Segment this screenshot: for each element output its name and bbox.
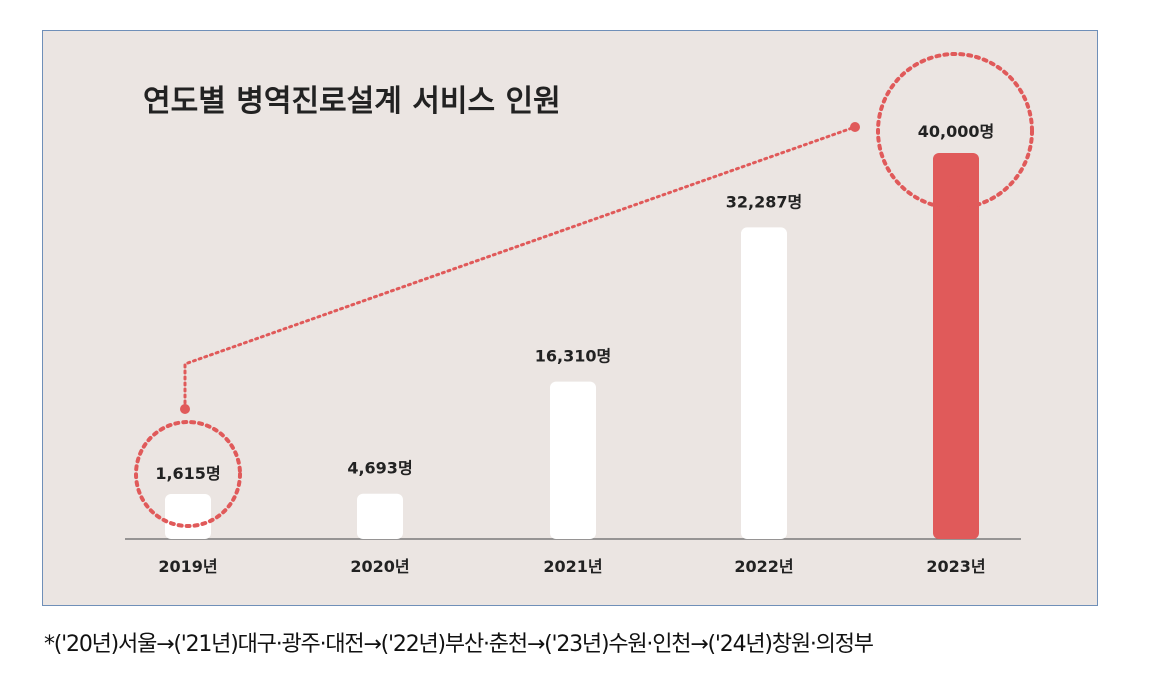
category-label-2022년: 2022년	[734, 557, 793, 576]
connector-start-dot	[180, 404, 190, 414]
value-label-2019년: 1,615명	[155, 464, 220, 483]
category-label-2021년: 2021년	[543, 557, 602, 576]
bar-2022년	[741, 227, 787, 539]
category-label-2020년: 2020년	[350, 557, 409, 576]
category-label-2023년: 2023년	[926, 557, 985, 576]
highlight-circle-2023	[876, 52, 1034, 210]
highlight-circle-2019	[134, 420, 242, 528]
value-label-2023년: 40,000명	[918, 122, 994, 141]
value-label-2021년: 16,310명	[535, 347, 611, 366]
trend-connector	[183, 125, 857, 411]
chart-panel: 연도별 병역진로설계 서비스 인원 1,615명 2019년 4,693명 2020년…	[42, 30, 1098, 606]
footnote: *('20년)서울→('21년)대구·광주·대전→('22년)부산·춘천→('2…	[44, 632, 874, 657]
bar-chart: 연도별 병역진로설계 서비스 인원 1,615명 2019년 4,693명 2020년…	[125, 52, 1034, 576]
category-label-2019년: 2019년	[158, 557, 217, 576]
bar-2023년	[933, 153, 979, 539]
bar-2019년	[165, 494, 211, 539]
bar-2021년	[550, 381, 596, 539]
value-label-2020년: 4,693명	[347, 459, 412, 478]
connector-end-dot	[850, 122, 860, 132]
chart-title: 연도별 병역진로설계 서비스 인원	[143, 84, 561, 119]
value-label-2022년: 32,287명	[726, 192, 802, 211]
bar-2020년	[357, 493, 403, 539]
